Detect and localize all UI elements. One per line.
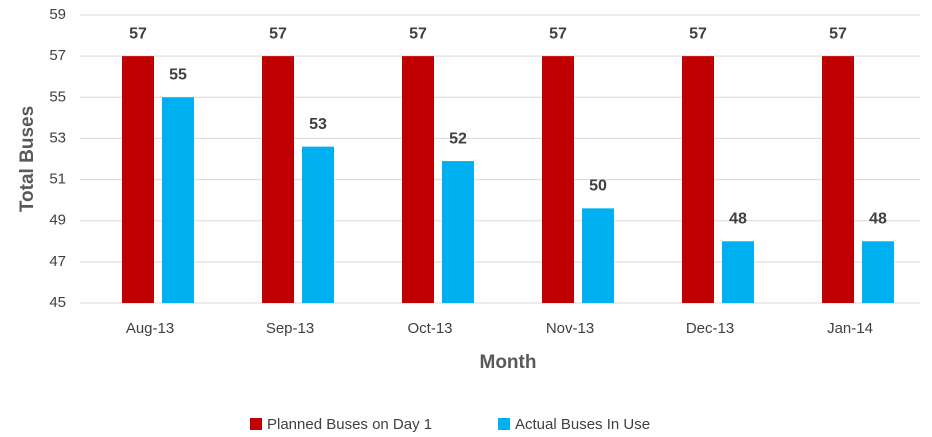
x-tick-label: Sep-13 [266,320,314,337]
bar [582,208,614,303]
y-tick-label: 45 [49,294,66,311]
legend-label: Actual Buses In Use [515,416,650,433]
x-tick-label: Aug-13 [126,320,174,337]
y-tick-label: 47 [49,253,66,270]
y-tick-label: 53 [49,129,66,146]
x-tick-label: Dec-13 [686,320,734,337]
legend-label: Planned Buses on Day 1 [267,416,432,433]
x-axis-title: Month [480,352,537,373]
x-tick-label: Jan-14 [827,320,873,337]
bar [122,56,154,304]
bar [442,161,474,303]
data-label: 48 [869,211,887,228]
bar [822,56,854,304]
bar [162,97,194,304]
legend-swatch [498,418,510,430]
data-label: 57 [829,25,847,42]
data-label: 57 [689,25,707,42]
y-tick-label: 59 [49,6,66,23]
y-tick-label: 55 [49,88,66,105]
data-label: 57 [269,25,287,42]
bar [302,146,334,303]
data-label: 52 [449,130,467,147]
bar [862,241,894,303]
bar [682,56,714,304]
data-label: 50 [589,178,607,195]
bar [262,56,294,304]
y-tick-label: 51 [49,171,66,188]
data-label: 55 [169,67,187,84]
y-tick-label: 57 [49,47,66,64]
y-tick-label: 49 [49,212,66,229]
bar [722,241,754,303]
data-label: 48 [729,211,747,228]
y-axis-title: Total Buses [17,106,38,212]
x-tick-label: Nov-13 [546,320,594,337]
data-label: 57 [549,25,567,42]
bar [542,56,574,304]
data-label: 57 [129,25,147,42]
data-label: 57 [409,25,427,42]
bar [402,56,434,304]
x-tick-label: Oct-13 [407,320,452,337]
data-label: 53 [309,116,327,133]
legend-swatch [250,418,262,430]
